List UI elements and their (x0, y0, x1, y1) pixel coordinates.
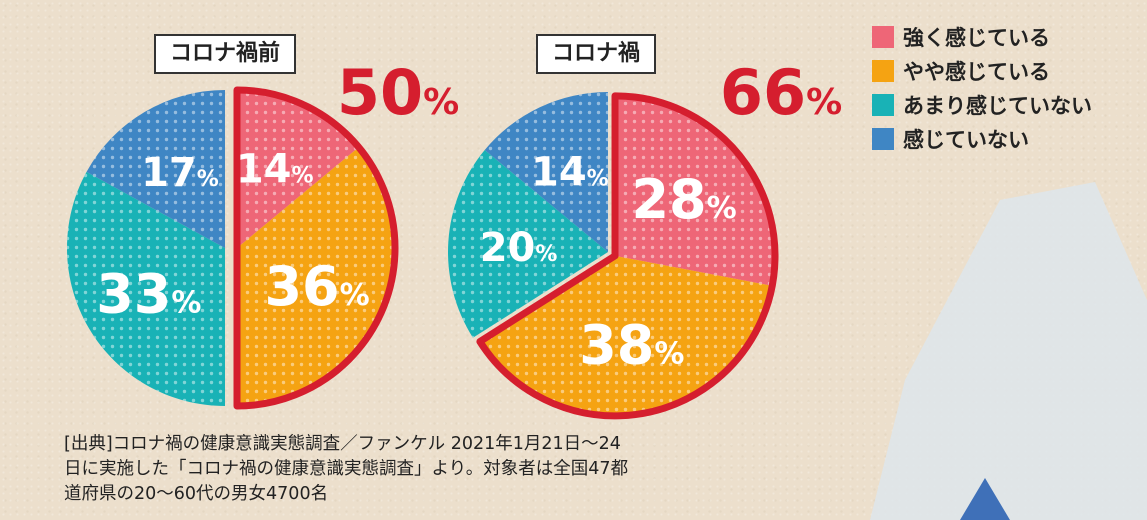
legend-swatch (872, 94, 894, 116)
legend-label: やや感じている (903, 60, 1050, 84)
highlight-total-label: 66% (720, 56, 842, 129)
pie-title-during: コロナ禍 (536, 34, 657, 74)
legend-swatch (872, 128, 894, 150)
legend-label: 強く感じている (903, 26, 1050, 50)
slice-label-strong: 14% (236, 146, 314, 192)
pie-title-before: コロナ禍前 (154, 34, 297, 74)
slice-dot-texture (448, 150, 608, 338)
legend-swatch (872, 60, 894, 82)
slice-label-none: 14% (531, 149, 609, 195)
legend-item-somewhat: やや感じている (872, 54, 1092, 88)
source-line: 道府県の20〜60代の男女4700名 (64, 484, 329, 504)
background-mountain-peak (960, 478, 1010, 520)
slice-label-somewhat: 36% (264, 255, 369, 318)
slice-dot-texture (615, 95, 776, 286)
slice-dot-texture (237, 90, 359, 248)
source-note: [出典]コロナ禍の健康意識実態調査／ファンケル 2021年1月21日〜24 日に… (64, 432, 784, 507)
highlight-total-label: 50% (337, 56, 459, 129)
slice-dot-texture (484, 92, 608, 252)
slice-label-strong: 28% (631, 168, 736, 231)
legend-label: 感じていない (903, 128, 1029, 152)
legend-swatch (872, 26, 894, 48)
slice-label-not-much: 20% (480, 225, 558, 271)
slice-label-somewhat: 38% (579, 313, 684, 376)
slice-dot-texture (86, 90, 225, 248)
legend-label: あまり感じていない (903, 94, 1092, 118)
highlight-outline (476, 92, 779, 420)
highlight-outline (233, 86, 399, 410)
slice-label-not-much: 33% (96, 262, 201, 325)
source-line: 日に実施した「コロナ禍の健康意識実態調査」より。対象者は全国47都 (64, 459, 629, 479)
slice-dot-texture (67, 171, 225, 406)
legend: 強く感じている やや感じている あまり感じていない 感じていない (872, 20, 1092, 156)
legend-item-strong: 強く感じている (872, 20, 1092, 54)
slice-dot-texture (237, 147, 396, 407)
slice-label-none: 17% (141, 150, 219, 196)
legend-item-not-much: あまり感じていない (872, 88, 1092, 122)
background-mountain-shape (870, 182, 1147, 520)
source-line: [出典]コロナ禍の健康意識実態調査／ファンケル 2021年1月21日〜24 (64, 434, 621, 454)
legend-item-none: 感じていない (872, 122, 1092, 156)
